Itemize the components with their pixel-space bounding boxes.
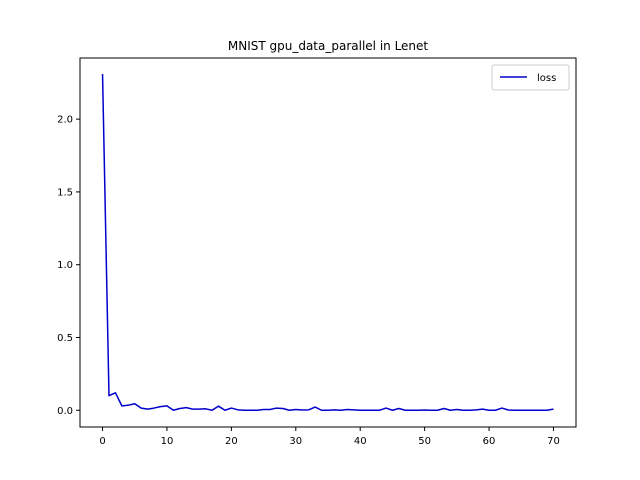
series-layer [101, 73, 554, 412]
plot-area [79, 57, 577, 428]
x-tick-label: 10 [161, 436, 174, 447]
y-tick-label: 0.0 [57, 406, 73, 417]
x-tick-label: 60 [483, 436, 496, 447]
x-tick-label: 50 [418, 436, 431, 447]
legend: loss [491, 64, 570, 91]
x-tick-label: 0 [99, 436, 105, 447]
legend-loss-label: loss [537, 73, 556, 84]
y-axis: 0.0 0.5 1.0 1.5 2.0 [57, 115, 80, 417]
legend-box [491, 64, 570, 91]
x-tick-label: 30 [289, 436, 302, 447]
series-line-loss [101, 73, 554, 412]
axes-frame [79, 57, 577, 428]
chart-title: MNIST gpu_data_parallel in Lenet [228, 39, 429, 53]
y-tick-label: 2.0 [57, 115, 73, 126]
x-tick-label: 70 [547, 436, 560, 447]
y-tick-label: 0.5 [57, 333, 73, 344]
y-tick-label: 1.5 [57, 187, 73, 198]
x-axis: 0 10 20 30 40 50 60 70 [99, 427, 560, 447]
x-tick-label: 20 [225, 436, 238, 447]
y-tick-label: 1.0 [57, 260, 73, 271]
x-tick-label: 40 [354, 436, 367, 447]
